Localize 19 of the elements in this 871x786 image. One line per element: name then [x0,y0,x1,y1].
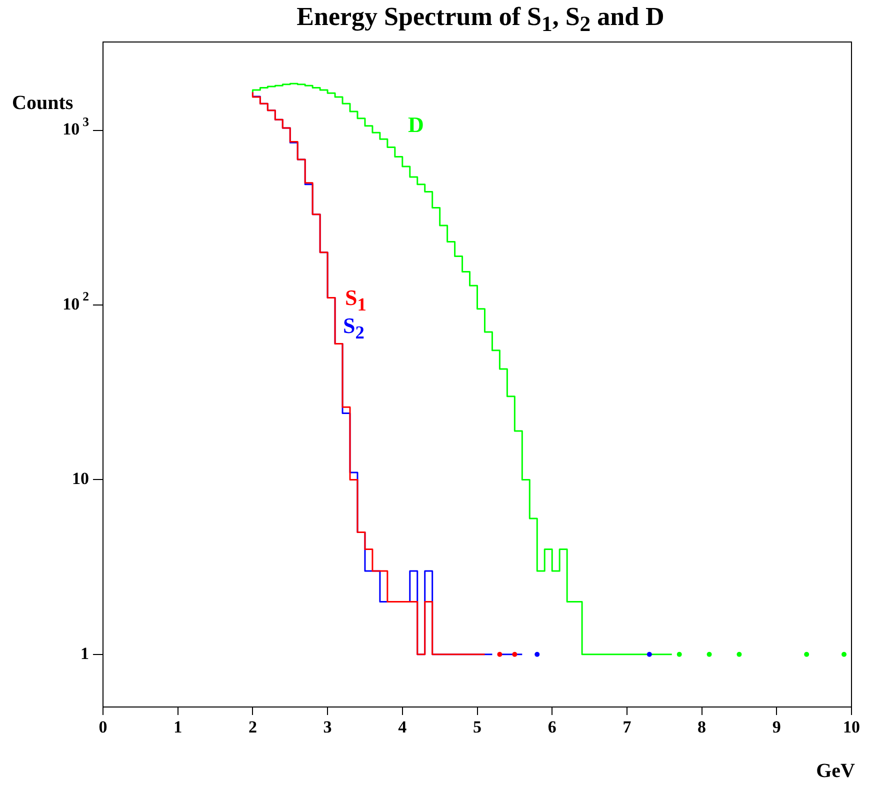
y-tick-label: 1 [80,644,89,663]
x-tick-label: 3 [323,718,332,737]
series-label: S$_{2}$ [343,313,364,344]
x-tick-label: 4 [398,718,408,737]
chart-title: Energy Spectrum of S$_{1}$, S$_{2}$ and D [296,2,666,38]
y-axis-title: Counts [12,92,74,115]
series-label: S$_{1}$ [345,285,366,314]
x-tick-label: 8 [698,718,706,737]
x-tick-label: 9 [772,718,781,737]
x-axis-title: GeV [816,760,855,783]
x-tick-label: 6 [548,718,556,737]
x-tick-label: 0 [98,718,108,737]
series-label: D [408,112,424,138]
y-tick-label: 10 [72,469,89,488]
x-tick-label: 5 [473,718,482,737]
x-tick-label: 2 [248,718,257,737]
x-tick-label: 1 [174,718,182,737]
x-tick-label: 7 [622,718,632,737]
x-tick-label: 10 [843,718,860,737]
